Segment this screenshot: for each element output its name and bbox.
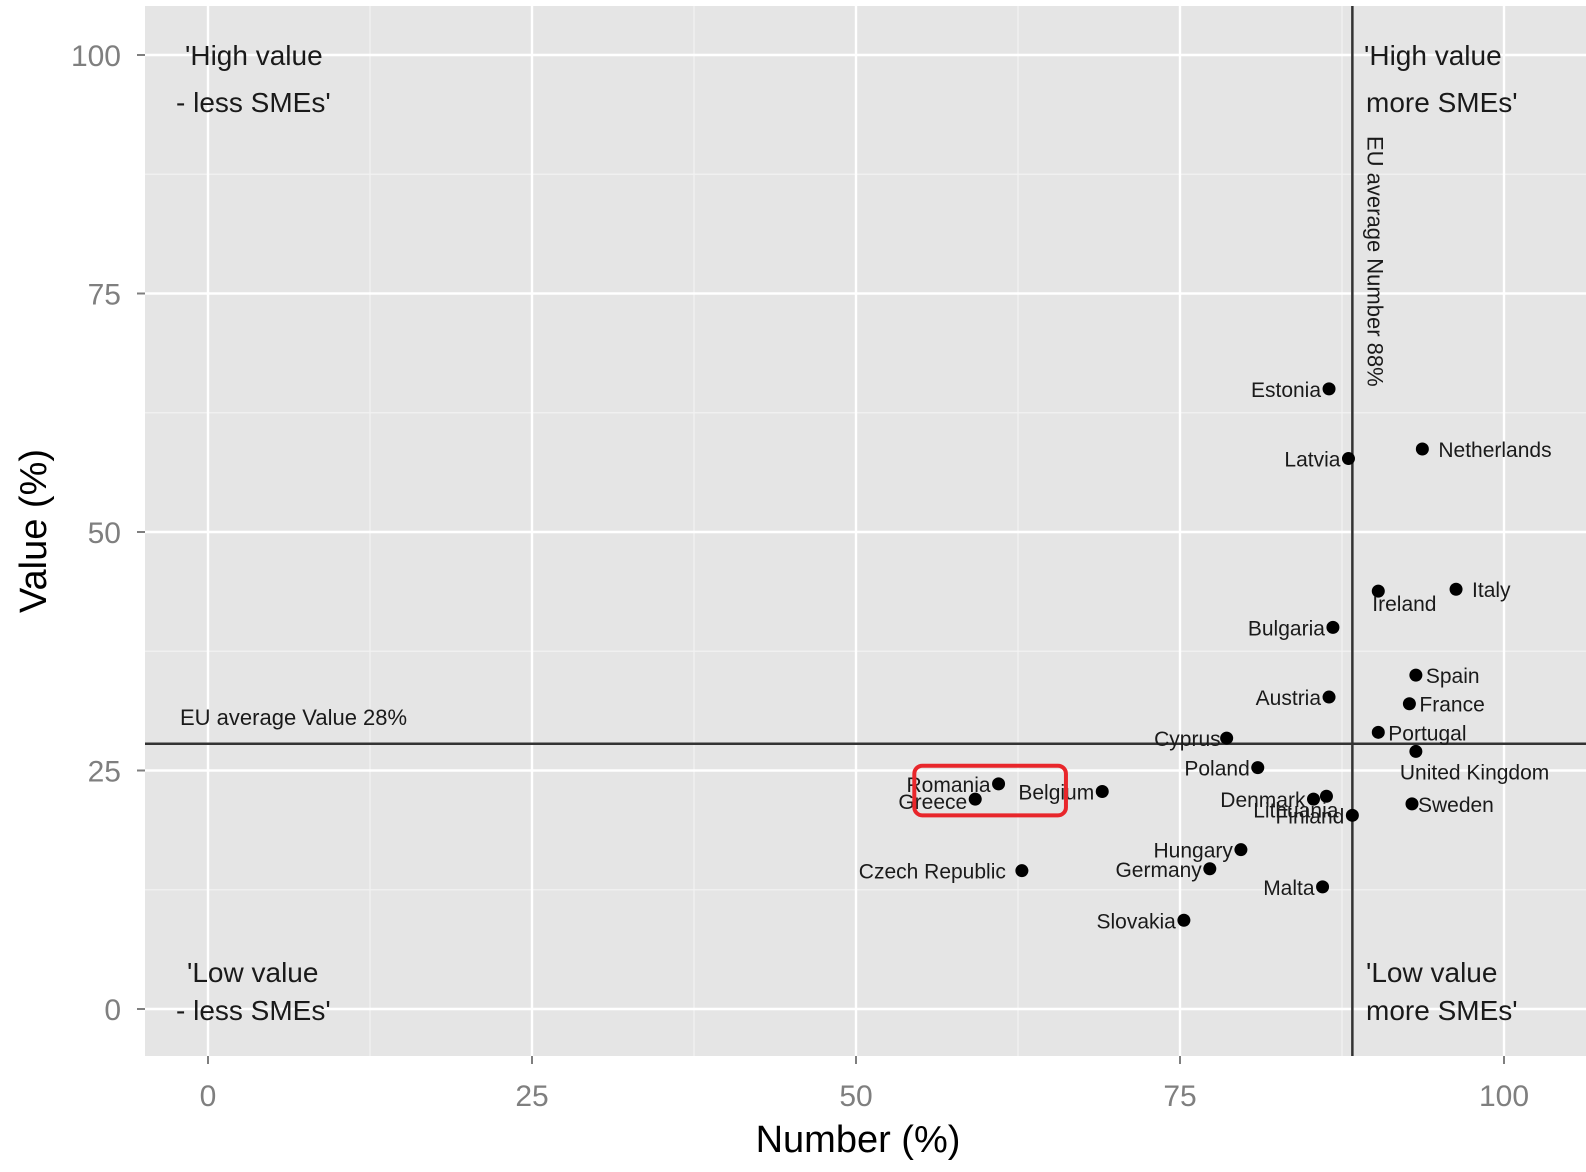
point-italy — [1449, 582, 1463, 596]
point-latvia — [1341, 452, 1355, 466]
point-label-poland: Poland — [1184, 758, 1249, 781]
grid-lines — [145, 6, 1586, 1056]
point-label-germany: Germany — [1115, 859, 1202, 882]
point-label-portugal: Portugal — [1388, 722, 1466, 745]
point-greece — [968, 792, 982, 806]
point-poland — [1251, 761, 1265, 775]
point-bulgaria — [1326, 620, 1340, 634]
point-label-hungary: Hungary — [1154, 840, 1234, 863]
point-malta — [1316, 880, 1330, 894]
point-cyprus — [1220, 731, 1234, 745]
point-spain — [1409, 668, 1423, 682]
point-czech-republic — [1015, 864, 1029, 878]
quadrant-labels: 'High value - less SMEs' 'High value more S… — [176, 40, 1518, 1026]
x-axis-title: Number (%) — [756, 1119, 961, 1161]
y-tick-label: 25 — [88, 756, 121, 789]
y-tick-label: 50 — [88, 517, 121, 550]
y-axis-title: Value (%) — [13, 449, 55, 613]
point-austria — [1322, 690, 1336, 704]
point-label-austria: Austria — [1256, 687, 1322, 710]
point-portugal — [1371, 725, 1385, 739]
point-label-slovakia: Slovakia — [1096, 910, 1176, 933]
point-label-denmark: Denmark — [1220, 789, 1306, 812]
point-label-greece: Greece — [898, 791, 967, 814]
y-tick-label: 0 — [104, 994, 121, 1027]
point-label-bulgaria: Bulgaria — [1248, 617, 1325, 640]
point-germany — [1203, 862, 1217, 876]
point-sweden — [1405, 797, 1419, 811]
point-ireland — [1371, 584, 1385, 598]
quadrant-label-bottom-right: more SMEs' — [1366, 995, 1518, 1026]
x-tick-label: 100 — [1479, 1080, 1529, 1113]
quadrant-label-top-left: 'High value — [185, 40, 323, 71]
point-denmark — [1306, 792, 1320, 806]
reference-lines: EU average Value 28% EU average Number 88… — [145, 6, 1586, 1056]
point-france — [1402, 697, 1416, 711]
point-label-malta: Malta — [1263, 877, 1315, 900]
point-label-netherlands: Netherlands — [1438, 439, 1551, 462]
point-label-cyprus: Cyprus — [1154, 728, 1221, 751]
point-belgium — [1095, 784, 1109, 798]
point-united-kingdom — [1409, 744, 1423, 758]
quadrant-label-bottom-right: 'Low value — [1366, 957, 1497, 988]
axis-ticks: 0 25 50 75 100 0 25 50 75 100 — [71, 40, 1529, 1113]
point-label-france: France — [1419, 694, 1484, 717]
point-netherlands — [1415, 442, 1429, 456]
point-label-lithuania: Lithuania — [1253, 799, 1339, 822]
quadrant-label-top-right: more SMEs' — [1366, 87, 1518, 118]
quadrant-label-top-left: - less SMEs' — [176, 87, 331, 118]
point-label-czech-republic: Czech Republic — [859, 861, 1006, 884]
point-label-belgium: Belgium — [1018, 781, 1094, 804]
point-label-finland: Finland — [1275, 805, 1344, 828]
point-lithuania — [1319, 789, 1333, 803]
quadrant-label-bottom-left: 'Low value — [187, 957, 318, 988]
point-label-romania: Romania — [907, 774, 991, 797]
point-finland — [1345, 808, 1359, 822]
highlight-rectangle — [912, 763, 1068, 818]
point-label-sweden: Sweden — [1418, 794, 1494, 817]
x-tick-label: 0 — [200, 1080, 217, 1113]
highlight-box — [912, 763, 1068, 818]
horizontal-reference-label: EU average Value 28% — [180, 705, 407, 730]
y-tick-label: 75 — [88, 279, 121, 312]
quadrant-label-bottom-left: - less SMEs' — [176, 995, 331, 1026]
x-tick-label: 50 — [839, 1080, 872, 1113]
vertical-reference-label: EU average Number 88% — [1362, 136, 1387, 387]
point-label-italy: Italy — [1472, 579, 1511, 602]
point-label-united-kingdom: United Kingdom — [1400, 761, 1549, 784]
point-label-latvia: Latvia — [1284, 449, 1340, 472]
x-tick-label: 75 — [1163, 1080, 1196, 1113]
quadrant-label-top-right: 'High value — [1364, 40, 1502, 71]
point-hungary — [1234, 843, 1248, 857]
point-label-ireland: Ireland — [1372, 593, 1436, 616]
point-romania — [992, 777, 1006, 791]
x-tick-label: 25 — [515, 1080, 548, 1113]
point-label-spain: Spain — [1426, 665, 1480, 688]
point-slovakia — [1177, 913, 1191, 927]
data-points: Estonia Latvia Netherlands Ireland Italy Bulg… — [859, 379, 1552, 933]
point-label-estonia: Estonia — [1251, 379, 1321, 402]
y-tick-label: 100 — [71, 40, 121, 73]
point-estonia — [1322, 382, 1336, 396]
